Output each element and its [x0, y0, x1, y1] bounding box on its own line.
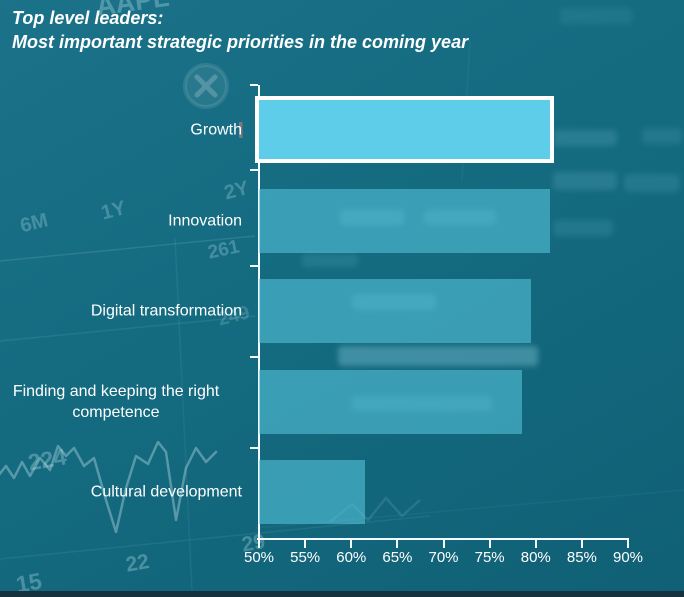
x-axis-tick [534, 540, 537, 548]
title-line-1: Top level leaders: [12, 8, 164, 28]
x-axis-tick [258, 540, 260, 548]
category-label-digital-transformation: Digital transformation [90, 302, 242, 320]
x-tick-label-80: 80% [520, 549, 551, 566]
bar-growth [255, 96, 554, 163]
y-axis-tick [250, 265, 258, 267]
decor-circle-x-icon [183, 63, 229, 109]
category-label-finding-and-keeping-the-right-competence: Finding and keeping the right competence [12, 383, 220, 421]
y-axis-tick [250, 356, 258, 358]
y-axis-tick [250, 169, 258, 171]
bar-digital-transformation [259, 279, 532, 343]
x-axis-tick [580, 540, 583, 548]
category-label-growth: Growth [190, 121, 242, 139]
category-label-innovation: Innovation [168, 212, 242, 230]
x-axis-tick [396, 540, 399, 548]
title-line-2: Most important strategic priorities in t… [12, 32, 469, 52]
x-tick-label-75: 75% [474, 549, 505, 566]
x-tick-label-50: 50% [243, 549, 275, 566]
x-tick-label-55: 55% [290, 549, 321, 566]
bar-cultural-development [259, 460, 366, 524]
x-tick-label-90: 90% [612, 549, 644, 566]
x-tick-label-65: 65% [382, 549, 413, 566]
chart-title: Top level leaders: Most important strate… [12, 6, 468, 54]
decor-grid-line [174, 237, 193, 591]
decor-candlestick [239, 122, 243, 138]
x-axis-tick [304, 540, 307, 548]
x-tick-label-85: 85% [566, 549, 597, 566]
x-axis-tick [488, 540, 491, 548]
category-label-cultural-development: Cultural development [90, 483, 242, 501]
x-axis-tick [627, 540, 629, 548]
decor-price-zigzag [0, 440, 218, 534]
bar-finding-and-keeping-the-right-competence [259, 370, 522, 434]
bottom-strip [0, 591, 684, 597]
plot-area: 50% 55% 60% 65% 70% 75% 80% 85% 90% [244, 84, 643, 566]
y-axis-tick [250, 84, 258, 86]
decor-grid-line [0, 315, 256, 342]
x-tick-label-60: 60% [336, 549, 367, 566]
x-axis-tick [442, 540, 445, 548]
y-axis-tick [250, 447, 258, 449]
x-tick-label-70: 70% [428, 549, 459, 566]
x-axis-tick [350, 540, 353, 548]
x-axis-line [257, 538, 629, 540]
decor-grid-line [0, 235, 256, 262]
bar-innovation [259, 189, 550, 253]
